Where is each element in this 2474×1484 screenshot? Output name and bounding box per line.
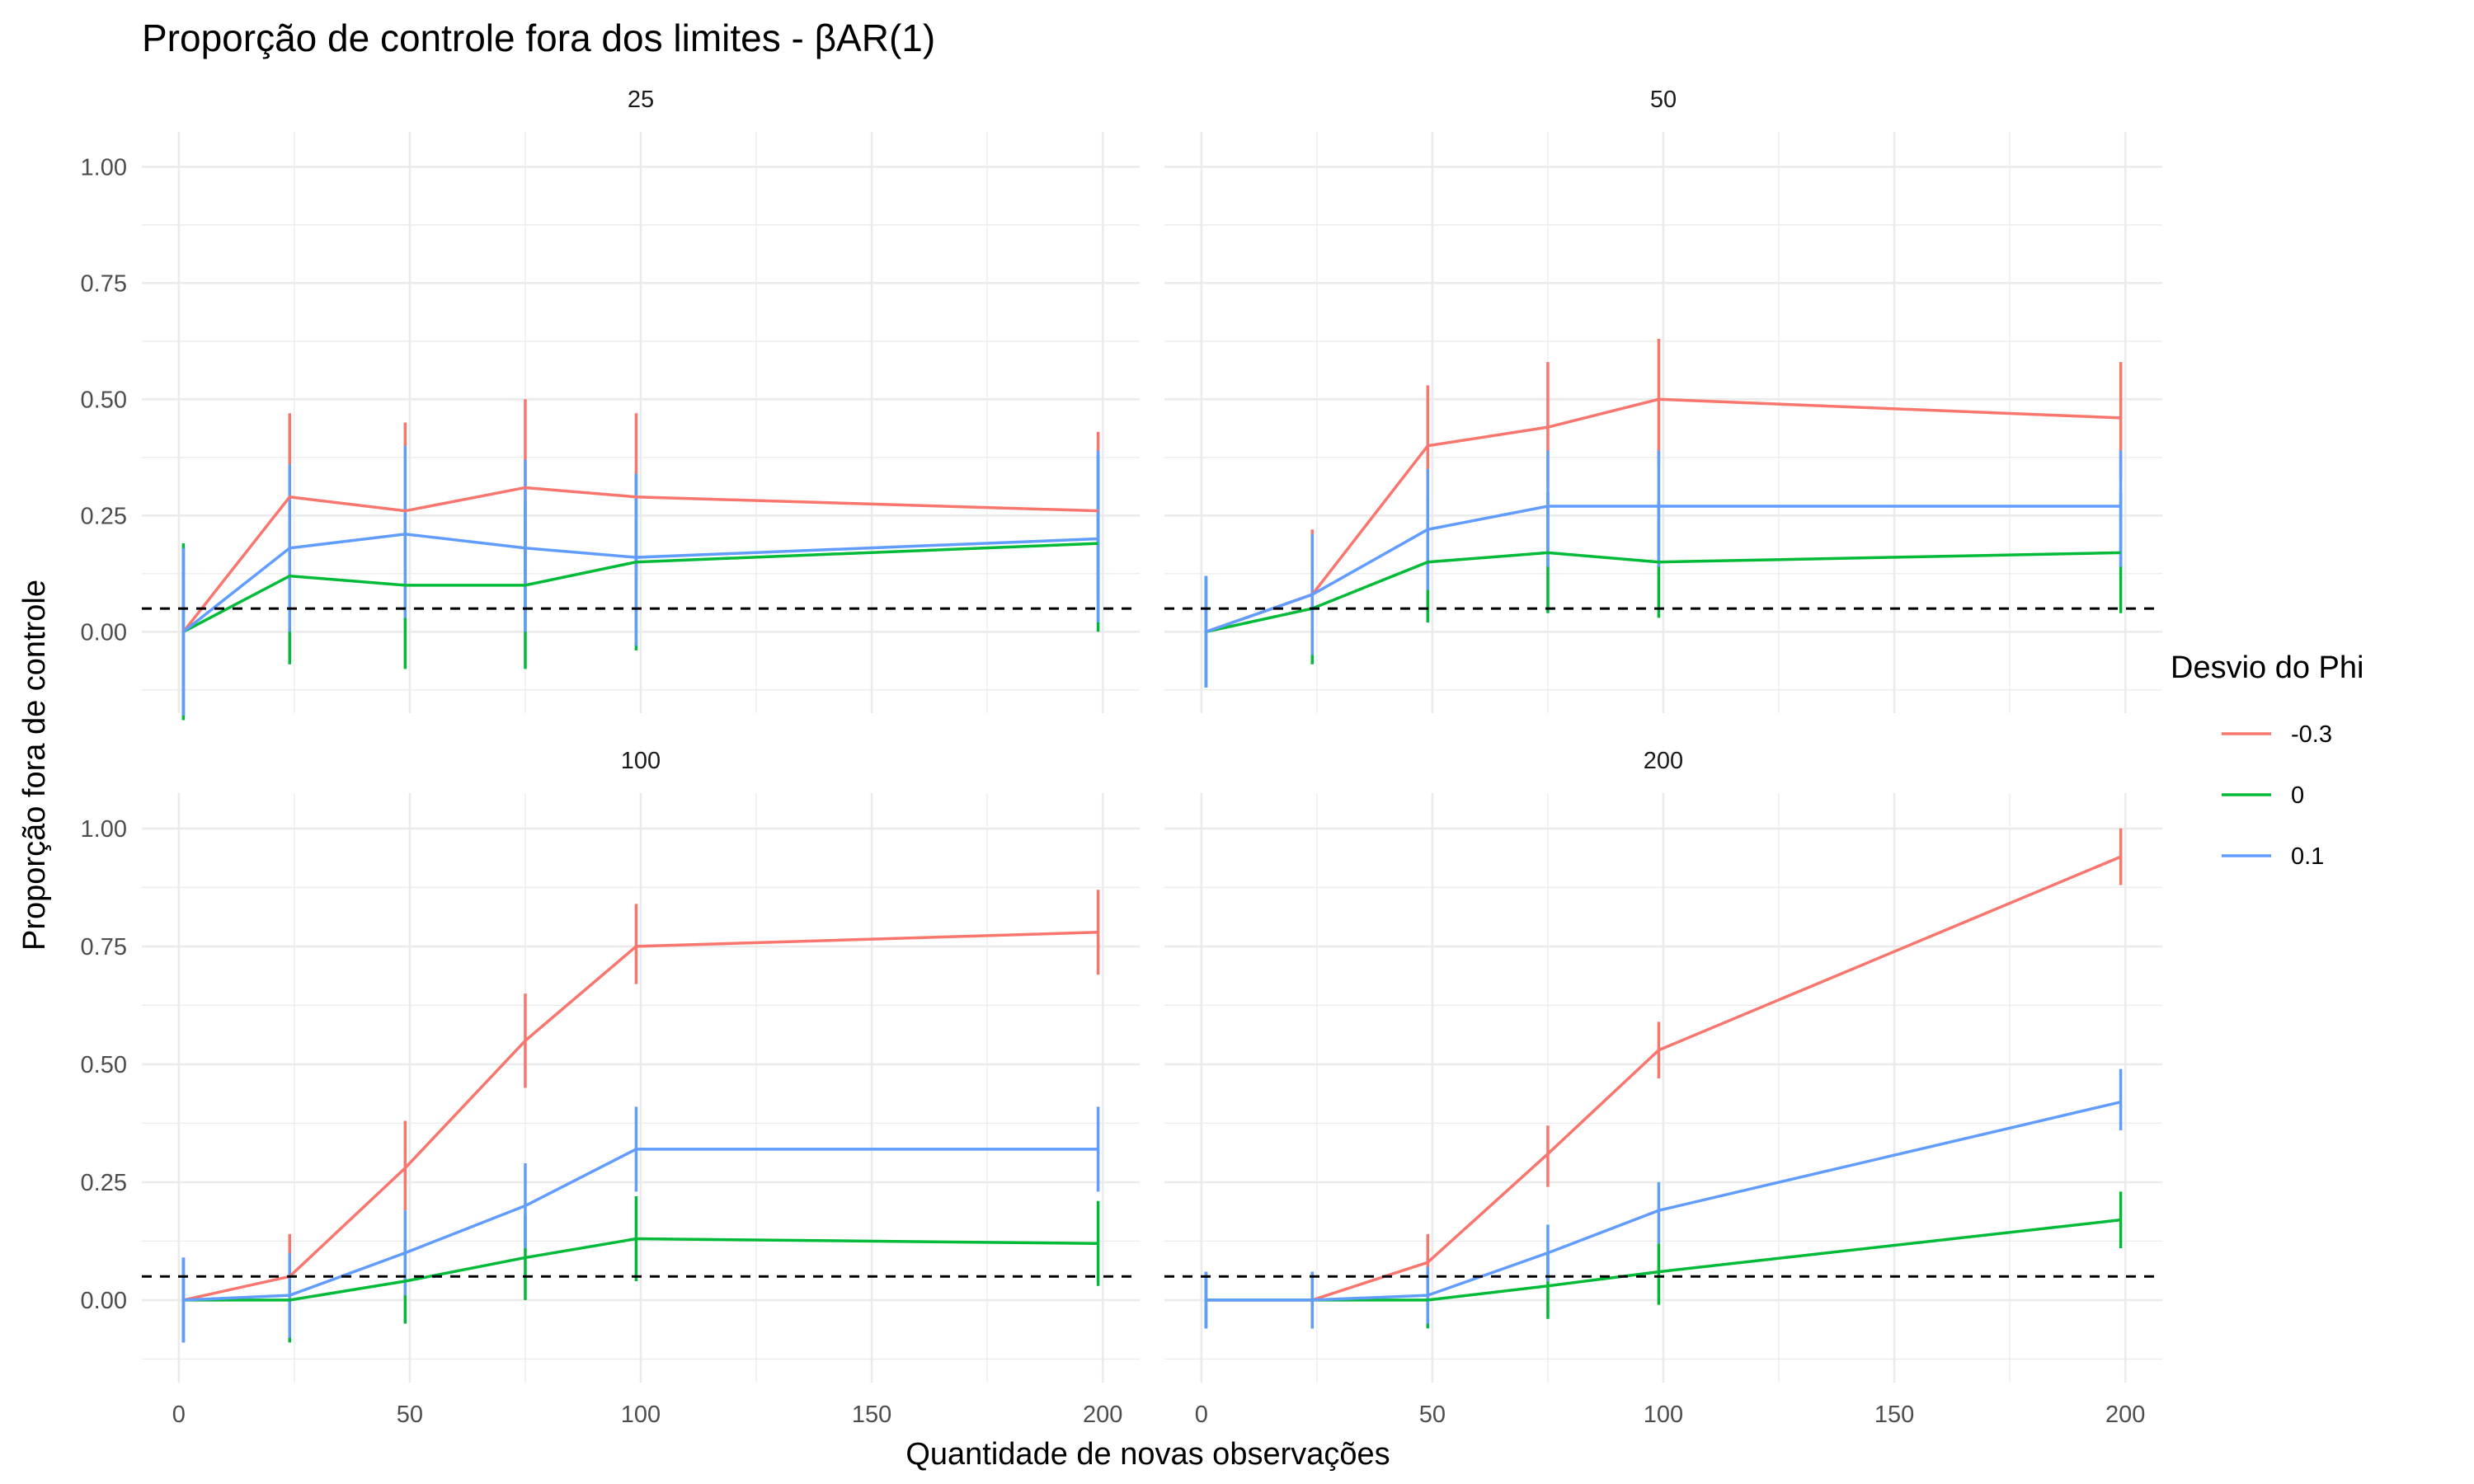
- legend-title: Desvio do Phi: [2171, 650, 2363, 685]
- y-tick-label: 0.25: [81, 1170, 127, 1196]
- legend-item-0.1: 0.1: [2222, 843, 2324, 870]
- legend-item--0.3: -0.3: [2222, 721, 2332, 748]
- y-tick-label: 0.50: [81, 1052, 127, 1078]
- series-line--0.3: [182, 486, 1098, 633]
- chart-title: Proporção de controle fora dos limites -…: [142, 16, 935, 59]
- facet-strip-label: 200: [1644, 748, 1683, 774]
- facet-strip-label: 100: [621, 748, 661, 774]
- y-tick-label: 0.00: [81, 619, 127, 646]
- series-line--0.3: [183, 930, 1098, 1302]
- x-tick-label: 200: [2105, 1402, 2145, 1428]
- series-line-0.1: [1205, 505, 2121, 633]
- facet-panel-200: 200 0 50 100 150 200: [1164, 748, 2162, 1428]
- y-tick-label: 0.75: [81, 270, 127, 297]
- series-line-0: [183, 1237, 1098, 1302]
- x-tick-label: 200: [1083, 1402, 1122, 1428]
- legend-label: -0.3: [2291, 721, 2332, 748]
- y-tick-label: 0.50: [81, 387, 127, 413]
- legend: Desvio do Phi -0.3 0 0.1: [2171, 650, 2363, 870]
- x-tick-label: 100: [621, 1402, 661, 1428]
- series-line-0: [182, 542, 1098, 633]
- x-tick-label: 0: [1195, 1402, 1208, 1428]
- x-tick-label: 150: [852, 1402, 891, 1428]
- x-tick-label: 100: [1644, 1402, 1683, 1428]
- x-tick-label: 50: [1419, 1402, 1446, 1428]
- series-line-0.1: [182, 533, 1098, 633]
- x-tick-label: 0: [172, 1402, 186, 1428]
- facet-panel-25: 25 0.00 0.25 0.50 0.75 1.00: [81, 87, 1140, 721]
- series-line-0: [1206, 551, 2121, 634]
- x-axis-label: Quantidade de novas observações: [905, 1437, 1390, 1472]
- series-line-0.1: [183, 1148, 1098, 1302]
- y-tick-label: 1.00: [81, 154, 127, 181]
- y-tick-label: 1.00: [81, 816, 127, 843]
- facet-strip-label: 25: [628, 87, 654, 113]
- series-line-0.1: [1206, 1100, 2121, 1302]
- legend-label: 0: [2291, 782, 2304, 809]
- y-tick-label: 0.00: [81, 1288, 127, 1314]
- legend-label: 0.1: [2291, 843, 2324, 870]
- facet-panel-100: 100 0.00 0.25 0.50 0.75 1.00 0 50 100 150 200: [81, 748, 1140, 1428]
- x-tick-label: 150: [1874, 1402, 1914, 1428]
- facet-panels: 25 0.00 0.25 0.50 0.75 1.00 50 100 0.00 0.25 0.50 0…: [81, 87, 2162, 1428]
- x-tick-label: 50: [397, 1402, 423, 1428]
- facet-strip-label: 50: [1650, 87, 1677, 113]
- y-tick-label: 0.25: [81, 503, 127, 529]
- y-axis-label: Proporção fora de controle: [17, 580, 52, 951]
- legend-item-0: 0: [2222, 782, 2304, 809]
- y-tick-label: 0.75: [81, 934, 127, 960]
- facet-panel-50: 50: [1164, 87, 2162, 713]
